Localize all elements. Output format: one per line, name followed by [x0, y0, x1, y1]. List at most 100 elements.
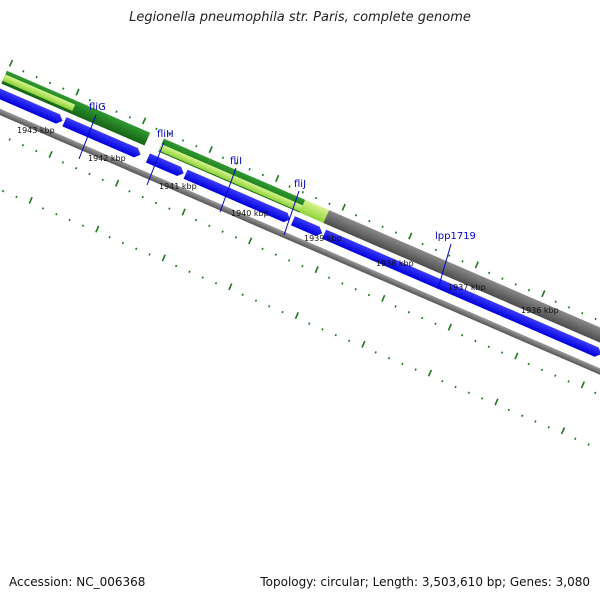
tick-mark	[567, 306, 571, 309]
map-title: Legionella pneumophila str. Paris, compl…	[129, 10, 471, 25]
tick-row-outer	[8, 59, 597, 321]
tick-mark	[527, 288, 531, 292]
tick-mark	[387, 356, 391, 360]
feature-fliG-light	[2, 74, 76, 112]
feature-fliI-light	[204, 164, 303, 212]
leader-line-fliI	[219, 167, 237, 213]
tick-mark	[460, 334, 464, 337]
tick-mark	[81, 224, 85, 227]
tick-mark	[421, 242, 424, 246]
tick-mark	[15, 195, 18, 199]
tick-mark	[214, 282, 218, 285]
tick-mark	[235, 162, 238, 165]
gene-label-fliI: fliI	[230, 156, 242, 167]
position-label: 1942 kbp	[88, 154, 126, 163]
tick-mark	[407, 311, 411, 314]
tick-mark	[221, 156, 225, 159]
tick-mark	[414, 368, 417, 371]
tick-mark	[434, 322, 437, 326]
tick-mark	[448, 254, 451, 257]
tick-mark	[574, 437, 577, 440]
tick-mark	[394, 231, 398, 234]
tick-mark	[507, 408, 510, 412]
tick-mark	[8, 59, 14, 67]
tick-mark	[594, 317, 597, 321]
tick-mark	[500, 351, 504, 354]
tick-mark	[501, 277, 504, 280]
tick-mark	[580, 381, 586, 389]
tick-mark	[22, 70, 25, 73]
tick-mark	[154, 201, 158, 205]
tick-mark	[254, 299, 258, 302]
position-labels: 1943 kbp 1942 kbp 1941 kbp 1940 kbp 1939…	[17, 126, 559, 315]
tick-mark	[128, 116, 131, 119]
tick-mark	[408, 232, 413, 240]
tick-mark	[201, 276, 204, 279]
gene-label-fliJ: fliJ	[294, 179, 306, 190]
tick-mark	[514, 352, 519, 360]
tick-mark	[95, 225, 100, 233]
position-label: 1938 kbp	[376, 259, 414, 268]
tick-mark	[347, 339, 351, 343]
genome-backbone	[0, 105, 600, 413]
tick-mark	[181, 139, 185, 142]
tick-mark	[1, 189, 5, 193]
tick-mark	[268, 305, 271, 308]
tick-mark	[481, 397, 484, 400]
accession-text: Accession: NC_006368	[9, 575, 146, 589]
tick-mark	[541, 290, 546, 298]
tick-mark	[454, 385, 457, 389]
tick-mark	[361, 340, 366, 348]
position-label: 1943 kbp	[17, 126, 55, 135]
position-label: 1940 kbp	[231, 209, 269, 218]
gene-arrow	[0, 88, 63, 124]
tick-mark	[308, 322, 311, 325]
leader-line-fliJ	[283, 190, 300, 236]
tick-mark	[128, 190, 131, 193]
tick-mark	[294, 312, 299, 320]
tick-mark	[587, 443, 590, 446]
tick-mark	[527, 362, 530, 366]
tick-mark	[102, 104, 105, 108]
tick-mark	[88, 172, 91, 176]
gene-arrow	[290, 216, 323, 236]
tick-mark	[554, 300, 557, 303]
tick-mark	[28, 196, 33, 204]
tick-mark	[421, 316, 424, 320]
tick-mark	[114, 179, 120, 187]
tick-mark	[55, 212, 58, 216]
tick-mark	[75, 167, 78, 170]
tick-mark	[48, 150, 53, 159]
tick-mark	[261, 173, 265, 177]
tick-mark	[301, 191, 304, 194]
tick-mark	[261, 247, 264, 251]
tick-mark	[368, 219, 371, 223]
tick-mark	[520, 414, 524, 417]
tick-mark	[101, 178, 104, 182]
tick-mark	[314, 196, 318, 200]
tick-mark	[195, 144, 198, 148]
tick-mark	[281, 310, 284, 314]
tick-mark	[374, 351, 377, 354]
tick-mark	[287, 259, 291, 262]
tick-row-inner	[8, 138, 597, 395]
tick-mark	[514, 283, 517, 286]
tick-mark	[228, 283, 233, 291]
gene-arrow	[322, 229, 600, 357]
tick-mark	[301, 264, 304, 268]
tick-mark	[434, 248, 438, 252]
gene-arrow	[62, 117, 141, 158]
gene-label-fliH: fliH	[157, 129, 174, 140]
tick-mark	[467, 391, 471, 394]
tick-mark	[188, 270, 191, 273]
tick-mark	[494, 398, 499, 406]
tick-mark	[135, 247, 138, 250]
tick-mark	[248, 237, 253, 245]
tick-mark	[41, 207, 45, 210]
tick-mark	[142, 117, 147, 125]
tick-mark	[547, 426, 550, 429]
tick-row-inner-lower	[1, 189, 590, 446]
tick-mark	[394, 305, 397, 308]
